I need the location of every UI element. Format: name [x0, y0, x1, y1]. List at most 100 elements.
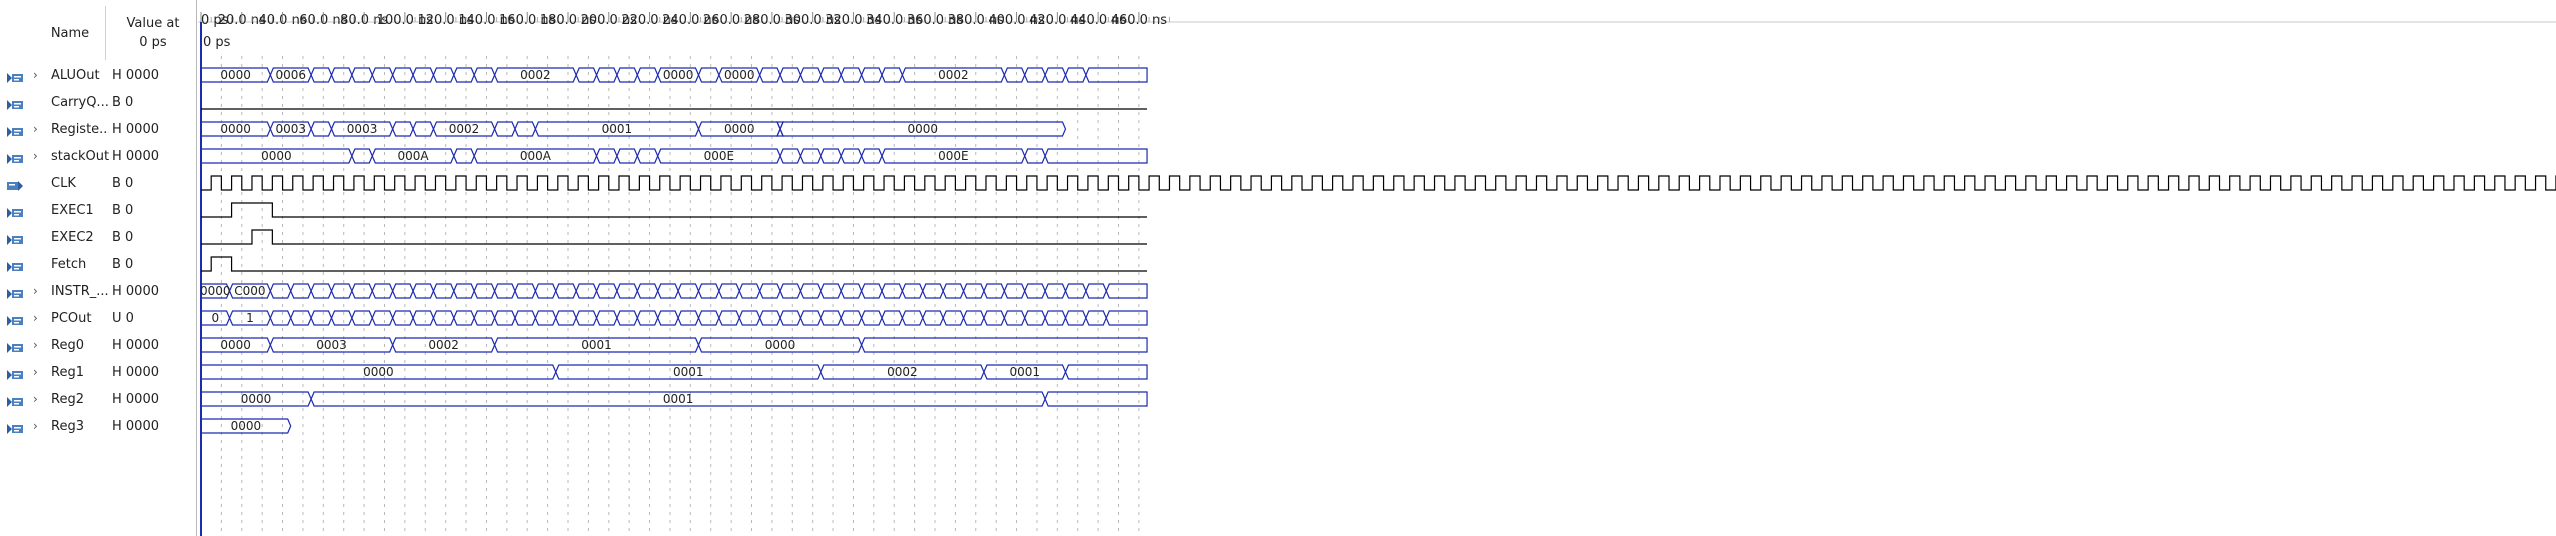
bus-segment: [718, 310, 740, 326]
bus-segment: [200, 364, 557, 380]
bus-segment: [453, 310, 475, 326]
bus-segment: [351, 67, 373, 83]
bus-segment: [1105, 310, 1148, 326]
bus-segment: [310, 283, 333, 299]
bus-segment: [595, 148, 618, 164]
signal-row[interactable]: CLK B 0: [0, 171, 197, 198]
output-pin-icon: [6, 205, 24, 219]
bus-segment: [616, 148, 638, 164]
bus-value-label: 0000: [200, 284, 231, 298]
bus-value-label: 0002: [428, 338, 459, 352]
signal-row[interactable]: › Reg2 H 0000: [0, 387, 197, 414]
bus-segment: [636, 283, 659, 299]
bus-value-label: 0002: [449, 122, 480, 136]
bus-segment: [555, 310, 577, 326]
chevron-right-icon[interactable]: ›: [33, 365, 38, 379]
bus-value-label: 000E: [938, 149, 969, 163]
signal-row[interactable]: › Reg1 H 0000: [0, 360, 197, 387]
bus-segment: [1003, 310, 1026, 326]
chevron-right-icon[interactable]: ›: [33, 392, 38, 406]
signal-row[interactable]: › PCOut U 0: [0, 306, 197, 333]
signal-value: H 0000: [112, 419, 159, 434]
bus-segment: [575, 283, 598, 299]
output-pin-icon: [6, 259, 24, 273]
signal-row[interactable]: Fetch B 0: [0, 252, 197, 279]
bus-segment: [636, 67, 659, 83]
bus-segment: [779, 67, 802, 83]
signal-name: CarryQ...: [51, 95, 109, 110]
signal-value: H 0000: [112, 392, 159, 407]
output-pin-icon: [6, 313, 24, 327]
bus-segment: [636, 148, 659, 164]
bus-value-label: 0000: [241, 392, 272, 406]
bus-segment: [371, 67, 394, 83]
bus-segment: [799, 310, 822, 326]
signal-row[interactable]: › Reg3 H 0000: [0, 414, 197, 441]
signal-row[interactable]: EXEC2 B 0: [0, 225, 197, 252]
bus-segment: [534, 283, 557, 299]
signal-row[interactable]: › Reg0 H 0000: [0, 333, 197, 360]
value-at-time: 0 ps: [139, 35, 167, 50]
bus-segment: [494, 283, 516, 299]
bus-value-label: C000: [234, 284, 265, 298]
chevron-right-icon[interactable]: ›: [33, 284, 38, 298]
bus-segment: [759, 310, 781, 326]
bus-segment: [473, 67, 496, 83]
bus-segment: [412, 310, 435, 326]
chevron-right-icon[interactable]: ›: [33, 149, 38, 163]
bus-segment: [290, 310, 312, 326]
bus-segment: [514, 121, 537, 137]
bus-segment: [1044, 283, 1067, 299]
bus-segment: [677, 283, 700, 299]
bus-segment: [1044, 148, 1148, 164]
signal-value: H 0000: [112, 365, 159, 380]
bus-value-label: 0000: [220, 122, 251, 136]
bus-segment: [779, 310, 802, 326]
signal-row[interactable]: › ALUOut H 0000: [0, 63, 197, 90]
value-at-label: Value at: [126, 16, 180, 31]
bus-segment: [799, 148, 822, 164]
bus-segment: [534, 121, 700, 137]
waveform: 0000 0001 0002 0001: [200, 364, 1148, 380]
bus-segment: [453, 67, 475, 83]
bus-segment: [200, 418, 292, 434]
bus-segment: [738, 310, 761, 326]
name-column-header[interactable]: Name: [50, 26, 90, 41]
bus-value-label: 0000: [261, 149, 292, 163]
signal-row[interactable]: CarryQ... B 0: [0, 90, 197, 117]
chevron-right-icon[interactable]: ›: [33, 419, 38, 433]
bus-segment: [595, 283, 618, 299]
bus-segment: [759, 283, 781, 299]
signal-row[interactable]: › stackOut H 0000: [0, 144, 197, 171]
bus-segment: [453, 283, 475, 299]
value-at-column-header[interactable]: Value at 0 ps: [108, 14, 198, 54]
chevron-right-icon[interactable]: ›: [33, 338, 38, 352]
bus-segment: [351, 283, 373, 299]
bus-segment: [861, 310, 883, 326]
bus-segment: [200, 67, 271, 83]
signal-name: INSTR_...: [51, 284, 109, 299]
input-pin-icon: [6, 178, 24, 192]
bus-segment: [1024, 67, 1046, 83]
signal-row[interactable]: › INSTR_... H 0000: [0, 279, 197, 306]
bus-segment: [494, 337, 700, 353]
time-cursor[interactable]: 0 ps: [200, 22, 231, 536]
bus-segment: [392, 310, 414, 326]
signal-name: Reg1: [51, 365, 84, 380]
signal-row[interactable]: EXEC1 B 0: [0, 198, 197, 225]
bus-segment: [820, 310, 842, 326]
bus-segment: [840, 67, 863, 83]
bus-segment: [697, 67, 720, 83]
waveform: 0000 0003 0003 0002 0001 0000 0000: [200, 121, 1067, 137]
chevron-right-icon[interactable]: ›: [33, 311, 38, 325]
signal-value: H 0000: [112, 149, 159, 164]
signal-row[interactable]: › Registe... H 0000: [0, 117, 197, 144]
bus-segment: [1085, 283, 1107, 299]
header-divider[interactable]: [105, 6, 106, 60]
chevron-right-icon[interactable]: ›: [33, 68, 38, 82]
chevron-right-icon[interactable]: ›: [33, 122, 38, 136]
bus-value-label: 0000: [724, 68, 755, 82]
waveform-area[interactable]: 0 ps 20.0 ns 40.0 ns 60.0 ns 80.0 ns 100.0 ns…: [198, 0, 2556, 536]
bus-value-label: 0000: [363, 365, 394, 379]
bus-value-label: 0001: [581, 338, 612, 352]
